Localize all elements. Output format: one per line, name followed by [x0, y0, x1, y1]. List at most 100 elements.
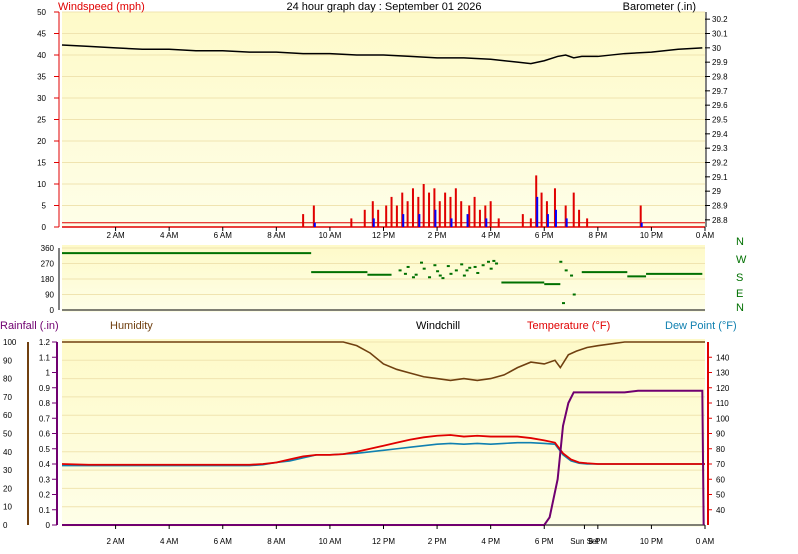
direction-point	[473, 265, 477, 268]
climate-x-tick-label: 12 PM	[372, 537, 395, 546]
barometer-tick-label: 29.6	[712, 101, 728, 110]
rainfall-tick-label: 1.1	[39, 353, 51, 362]
climate-x-tick-label: 2 PM	[428, 537, 447, 546]
wind-left-tick-label: 0	[42, 223, 47, 232]
windspeed-bar	[639, 205, 642, 227]
direction-point	[406, 265, 410, 268]
direction-point	[441, 277, 445, 280]
direction-point	[454, 269, 458, 272]
barometer-tick-label: 29.7	[712, 87, 728, 96]
barometer-line	[61, 44, 703, 65]
direction-tick-label: 90	[45, 291, 54, 300]
direction-point	[436, 270, 440, 273]
barometer-tick-label: 30	[712, 44, 721, 53]
wind-x-tick-label: 4 PM	[481, 231, 500, 240]
direction-point	[476, 271, 480, 274]
temperature-tick-label: 110	[716, 399, 729, 408]
barometer-tick-label: 29.3	[712, 144, 728, 153]
direction-point	[422, 267, 426, 270]
direction-point	[468, 266, 472, 269]
rainfall-tick-label: 0.9	[39, 384, 51, 393]
climate-x-tick-label: 2 AM	[106, 537, 125, 546]
gust-bar	[450, 218, 453, 227]
chart-title: 24 hour graph day : September 01 2026	[286, 1, 481, 13]
direction-point	[495, 262, 499, 265]
barometer-tick-label: 29.5	[712, 116, 728, 125]
humidity-tick-label: 30	[3, 466, 12, 475]
compass-label-n: N	[736, 236, 744, 248]
temperature-line	[61, 434, 705, 466]
windspeed-bar	[433, 188, 436, 227]
direction-point	[489, 267, 493, 270]
wind-left-tick-label: 20	[37, 137, 46, 146]
windspeed-bar	[390, 196, 393, 227]
windspeed-bar	[350, 218, 353, 227]
climate-x-tick-label: 8 PM	[588, 537, 607, 546]
climate-x-tick-label: 10 AM	[319, 537, 342, 546]
direction-point	[564, 269, 568, 272]
humidity-tick-label: 100	[3, 338, 17, 347]
direction-point	[414, 273, 418, 276]
barometer-tick-label: 30.1	[712, 30, 728, 39]
windspeed-bar	[529, 218, 532, 227]
wind-left-tick-label: 35	[37, 73, 46, 82]
wind-left-tick-label: 25	[37, 116, 46, 125]
barometer-tick-label: 29.2	[712, 159, 728, 168]
barometer-tick-label: 29.9	[712, 58, 728, 67]
rainfall-tick-label: 0.7	[39, 414, 51, 423]
windspeed-bar	[478, 209, 481, 227]
humidity-tick-label: 70	[3, 393, 12, 402]
temperature-tick-label: 60	[716, 475, 725, 484]
wind-x-tick-label: 2 AM	[106, 231, 125, 240]
temperature-tick-label: 50	[716, 491, 725, 500]
windspeed-bar	[578, 209, 581, 227]
direction-tick-label: 270	[41, 260, 55, 269]
wind-x-tick-label: 2 PM	[428, 231, 447, 240]
direction-point	[438, 274, 442, 277]
wind-left-tick-label: 15	[37, 159, 46, 168]
windspeed-axis-label: Windspeed (mph)	[58, 1, 145, 13]
direction-point	[403, 272, 407, 275]
direction-point	[481, 264, 485, 267]
wind-x-tick-label: 4 AM	[160, 231, 179, 240]
wind-chart: 0 5 10 15 20 25 30 35 40 45 50 28.8 28.9 29 29.1 29.2 29…	[37, 8, 728, 240]
gust-bar	[313, 222, 316, 227]
direction-tick-label: 360	[41, 244, 55, 253]
climate-x-tick-label: 10 PM	[640, 537, 663, 546]
rainfall-tick-label: 0.3	[39, 475, 51, 484]
wind-left-tick-label: 30	[37, 94, 46, 103]
humidity-label: Humidity	[110, 320, 153, 332]
windspeed-bar	[586, 218, 589, 227]
gust-bar	[402, 214, 405, 227]
direction-point	[460, 263, 464, 266]
temperature-tick-label: 40	[716, 506, 725, 515]
temperature-tick-label: 90	[716, 430, 725, 439]
direction-tick-label: 0	[50, 306, 55, 315]
direction-point	[428, 276, 432, 279]
climate-x-tick-label: 4 AM	[160, 537, 179, 546]
windspeed-bar	[406, 201, 409, 227]
windspeed-bar	[428, 192, 431, 227]
rainfall-tick-label: 1	[46, 369, 51, 378]
temperature-tick-label: 120	[716, 384, 730, 393]
gust-bar	[554, 209, 557, 227]
rainfall-tick-label: 0.6	[39, 430, 51, 439]
climate-x-tick-label: 4 PM	[481, 537, 500, 546]
wind-x-tick-label: 12 PM	[372, 231, 395, 240]
windspeed-bar	[497, 218, 500, 227]
climate-x-tick-label: 8 AM	[267, 537, 286, 546]
wind-left-tick-label: 10	[37, 180, 46, 189]
gust-bar	[485, 218, 488, 227]
direction-point	[398, 269, 402, 272]
humidity-tick-label: 10	[3, 503, 12, 512]
rainfall-line	[62, 389, 705, 526]
direction-point	[572, 293, 576, 296]
wind-left-tick-label: 50	[37, 8, 46, 17]
climate-x-tick-label: 6 AM	[214, 537, 233, 546]
windspeed-bar	[444, 192, 447, 227]
barometer-tick-label: 28.9	[712, 202, 728, 211]
direction-point	[433, 264, 437, 267]
barometer-tick-label: 29.4	[712, 130, 728, 139]
rainfall-tick-label: 1.2	[39, 338, 51, 347]
